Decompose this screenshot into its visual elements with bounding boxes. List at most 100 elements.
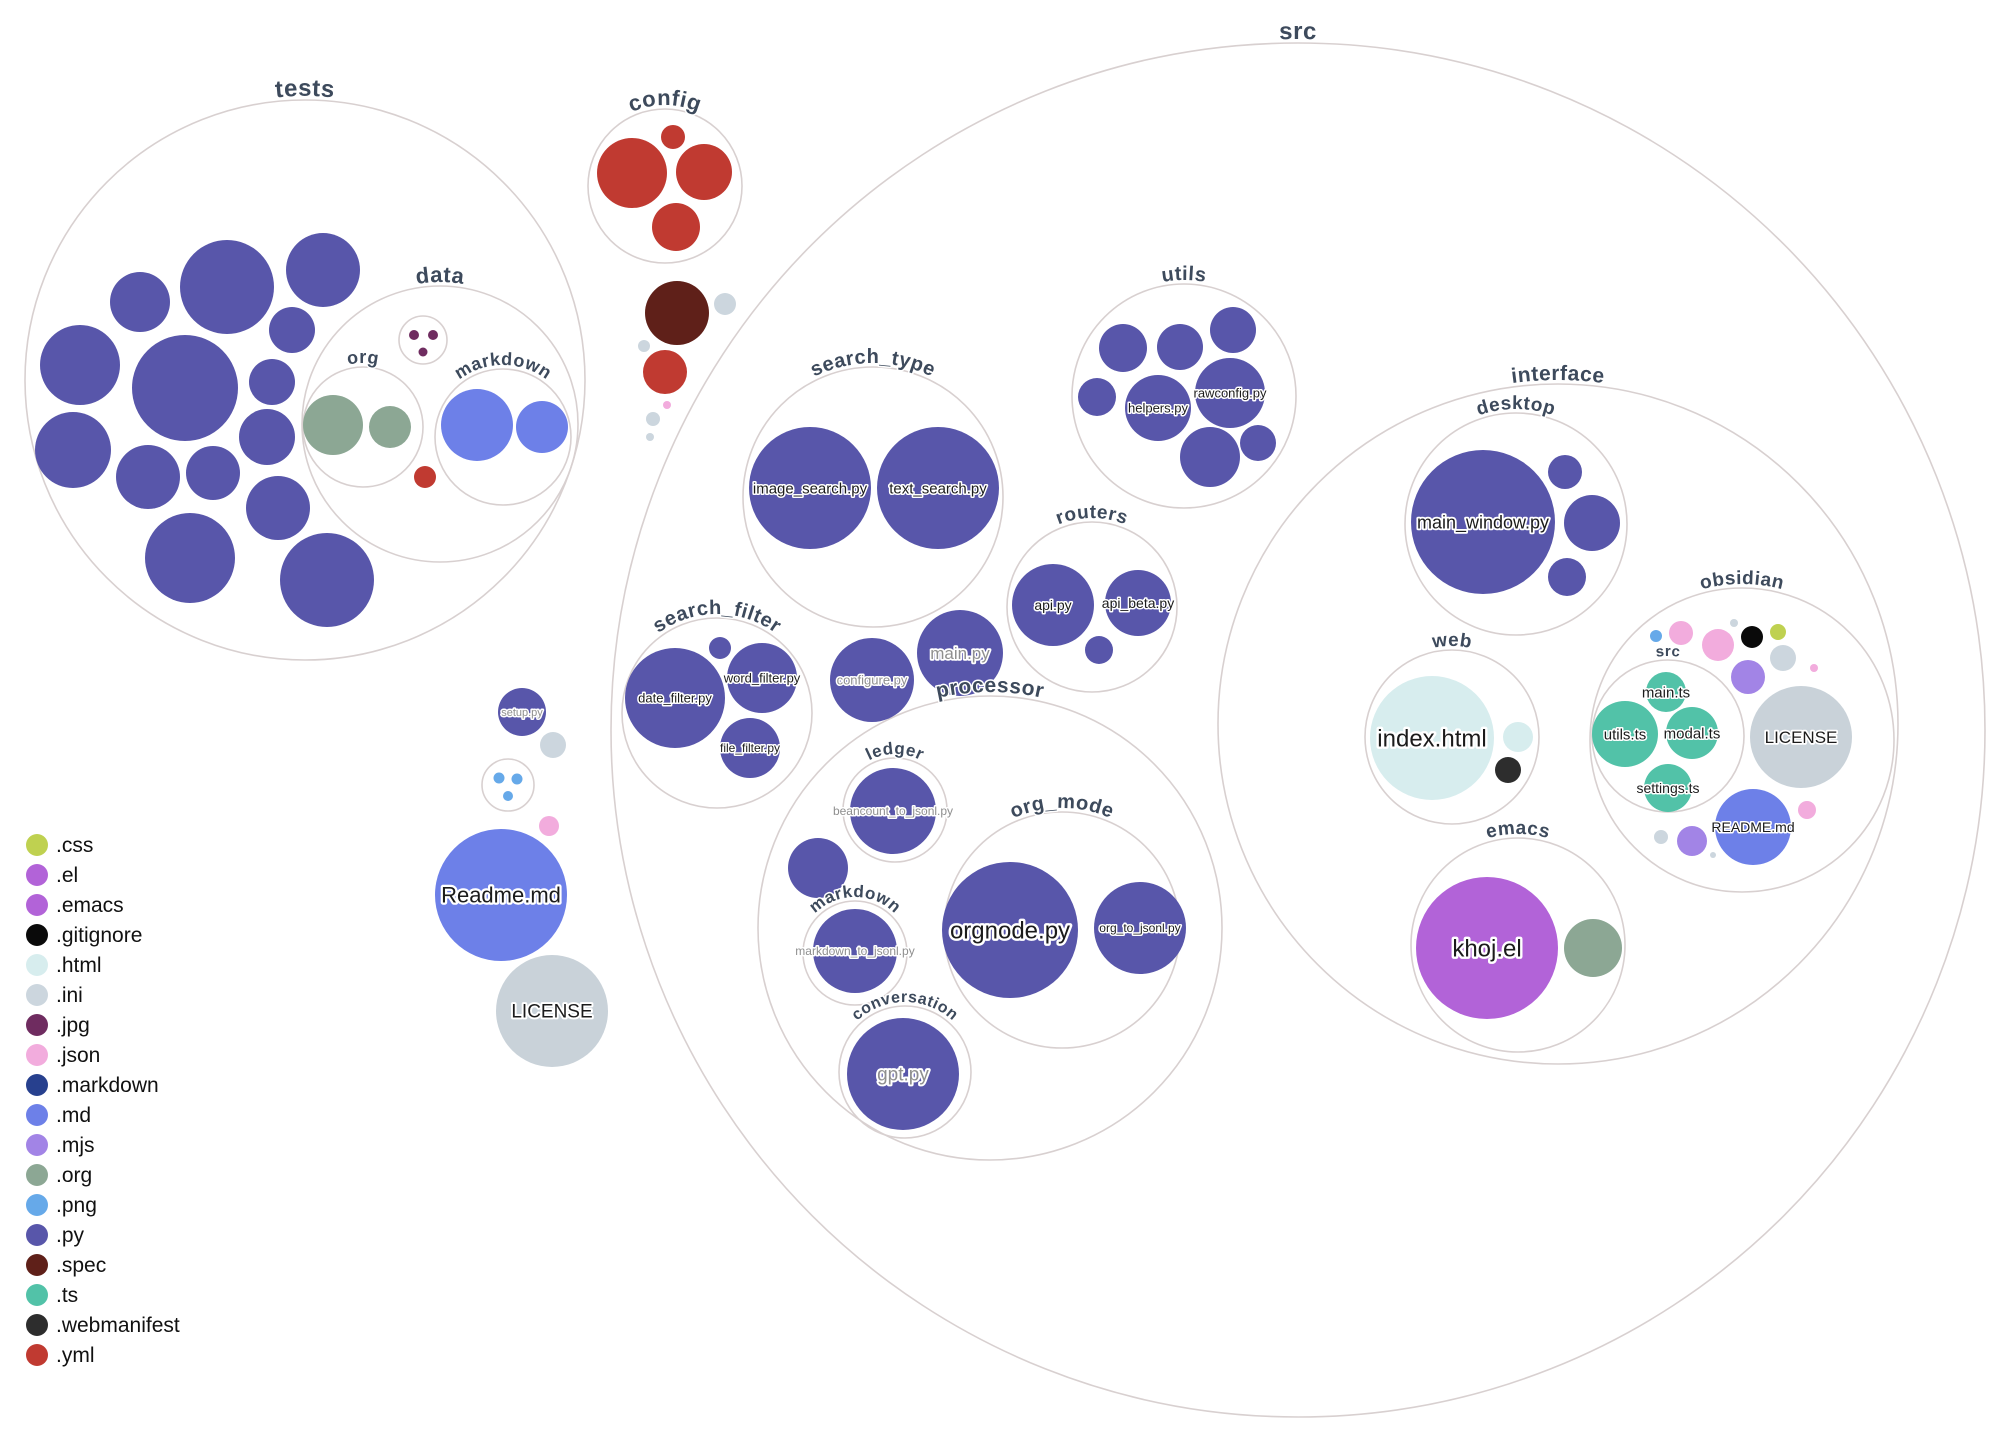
legend-item-css: .css (26, 834, 93, 857)
file-circle-ini-file (1770, 645, 1796, 671)
dir-label-src: src (1279, 18, 1317, 45)
legend-swatch-webmanifest (26, 1314, 48, 1336)
file-circle-py-file (280, 533, 374, 627)
legend-item-org: .org (26, 1164, 92, 1187)
file-circle-py-file (1099, 324, 1147, 372)
file-circle-gitignore-file (1741, 626, 1763, 648)
legend-swatch-gitignore (26, 924, 48, 946)
dir-circle-utils (1071, 283, 1297, 509)
file-circle-yml-file (676, 144, 732, 200)
dir-circle-conversation (838, 1005, 972, 1139)
legend: .css .el .emacs .gitignore .html .ini .jpg .jso… (26, 834, 180, 1367)
dir-label-desktop: desktop (1474, 393, 1558, 420)
file-circle-json-file (663, 401, 671, 409)
file-circle-yml-file (652, 203, 700, 251)
file-circle-utils.ts (1592, 701, 1658, 767)
file-label-api_beta.py: api_beta.py (1102, 595, 1174, 611)
file-circle-png-file (503, 791, 513, 801)
file-circle-png-file (1650, 630, 1662, 642)
file-circle-py-file (1210, 307, 1256, 353)
file-circle-main_window.py (1411, 450, 1555, 594)
file-circle-py-file (132, 335, 238, 441)
file-circle-date_filter.py (625, 648, 725, 748)
file-circle-py-file (40, 325, 120, 405)
file-circle-py-file (249, 359, 295, 405)
legend-swatch-ts (26, 1284, 48, 1306)
file-circle-api_beta.py (1105, 570, 1171, 636)
file-circle-py-file (180, 240, 274, 334)
legend-label-ini: .ini (56, 984, 83, 1007)
file-circle-py-file (246, 476, 310, 540)
dir-circle-unlabeled-6 (481, 758, 535, 812)
legend-swatch-py (26, 1224, 48, 1246)
file-circle-json-file (1810, 664, 1818, 672)
file-circle-rawconfig.py (1195, 358, 1265, 428)
file-circle-py-file (709, 637, 731, 659)
dir-label-web: web (1430, 630, 1473, 653)
legend-label-md: .md (56, 1104, 91, 1127)
file-circle-org-file (1564, 919, 1622, 977)
legend-label-yml: .yml (56, 1344, 95, 1367)
file-circle-khoj.el (1416, 877, 1558, 1019)
legend-label-gitignore: .gitignore (56, 924, 142, 947)
file-circle-py-file (788, 838, 848, 898)
file-circle-json-file (539, 816, 559, 836)
legend-swatch-mjs (26, 1134, 48, 1156)
file-label-utils.ts: utils.ts (1604, 726, 1647, 743)
file-circle-md-file (441, 389, 513, 461)
file-circle-LICENSE (1750, 686, 1852, 788)
file-circle-ini-file (714, 293, 736, 315)
legend-label-mjs: .mjs (56, 1134, 95, 1157)
legend-swatch-png (26, 1194, 48, 1216)
file-circle-ini-file (646, 412, 660, 426)
legend-item-ts: .ts (26, 1284, 78, 1307)
file-circle-py-file (1157, 324, 1203, 370)
dir-label-search_filter: search_filter (649, 597, 785, 637)
file-circle-main.ts (1646, 672, 1686, 712)
legend-item-spec: .spec (26, 1254, 106, 1277)
file-circle-ini-file (1730, 619, 1738, 627)
dir-circle-ledger (842, 757, 948, 863)
legend-swatch-emacs (26, 894, 48, 916)
dir-label-ledger: ledger (863, 739, 928, 764)
file-label-Readme.md: Readme.md (441, 883, 561, 908)
dir-label-org_mode: org_mode (1007, 791, 1117, 823)
legend-item-html: .html (26, 954, 102, 977)
dir-circle-emacs (1410, 837, 1626, 1053)
file-circle-main.py (917, 610, 1003, 696)
file-circle-settings.ts (1644, 764, 1692, 812)
dir-label-obsidian: obsidian (1698, 568, 1786, 594)
file-circle-py-file (145, 513, 235, 603)
dir-label-org: org (346, 347, 381, 369)
file-circle-word_filter.py (727, 643, 797, 713)
file-circle-json-file (1798, 801, 1816, 819)
dir-circle-tests (24, 99, 586, 661)
file-circle-README.md (1715, 789, 1791, 865)
dir-label-emacs: emacs (1484, 818, 1552, 843)
dir-label-search_type: search_type (807, 346, 939, 381)
file-circle-json-file (1669, 621, 1693, 645)
file-label-main.ts: main.ts (1642, 684, 1690, 701)
file-circle-org-file (303, 395, 363, 455)
dir-label-markdown: markdown (451, 349, 556, 383)
legend-label-el: .el (56, 864, 78, 887)
legend-label-py: .py (56, 1224, 85, 1247)
file-circle-ini-file (1710, 852, 1716, 858)
legend-item-md: .md (26, 1104, 91, 1127)
file-circle-py-file (110, 272, 170, 332)
file-circle-gpt.py (847, 1018, 959, 1130)
legend-item-py: .py (26, 1224, 85, 1247)
dir-label-src: src (1655, 643, 1681, 661)
file-circle-py-file (1240, 425, 1276, 461)
file-label-word_filter.py: word_filter.py (723, 671, 801, 686)
legend-swatch-ini (26, 984, 48, 1006)
dir-label-routers: routers (1053, 502, 1131, 529)
file-circle-py-file (269, 307, 315, 353)
file-circle-file_filter.py (720, 718, 780, 778)
file-circle-helpers.py (1125, 375, 1191, 441)
file-label-LICENSE: LICENSE (511, 1002, 592, 1023)
file-label-main_window.py: main_window.py (1417, 512, 1549, 533)
file-circle-html-file (1503, 722, 1533, 752)
file-circle-index.html (1370, 676, 1494, 800)
file-circle-text_search.py (877, 427, 999, 549)
